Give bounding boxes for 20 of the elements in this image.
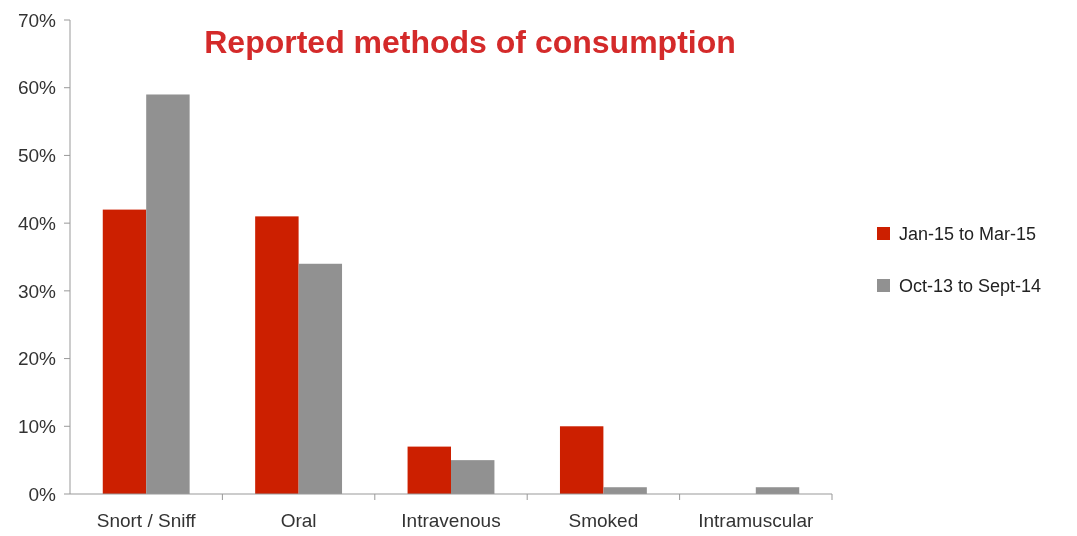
y-tick-label: 0% [28,483,57,505]
bar [255,216,299,494]
y-tick-label: 60% [17,77,57,99]
y-tick-label: 20% [17,348,57,370]
x-tick-label: Snort / Sniff [96,510,197,531]
y-tick-label: 10% [17,415,57,437]
x-tick-label: Smoked [568,510,639,531]
legend-label: Oct-13 to Sept-14 [899,276,1042,297]
y-tick-label: 40% [17,212,57,234]
y-tick-label: 30% [17,280,57,302]
x-tick-label: Intravenous [401,510,501,531]
bar [559,426,604,494]
y-tick-label: 50% [17,145,57,167]
y-tick-label: 70% [17,9,57,31]
x-tick-label: Intramuscular [698,510,815,531]
bar [407,446,451,494]
chart-title: Reported methods of consumption [204,24,736,60]
legend-label: Jan-15 to Mar-15 [899,224,1037,245]
x-tick-label: Oral [280,510,317,531]
bar [102,209,147,494]
